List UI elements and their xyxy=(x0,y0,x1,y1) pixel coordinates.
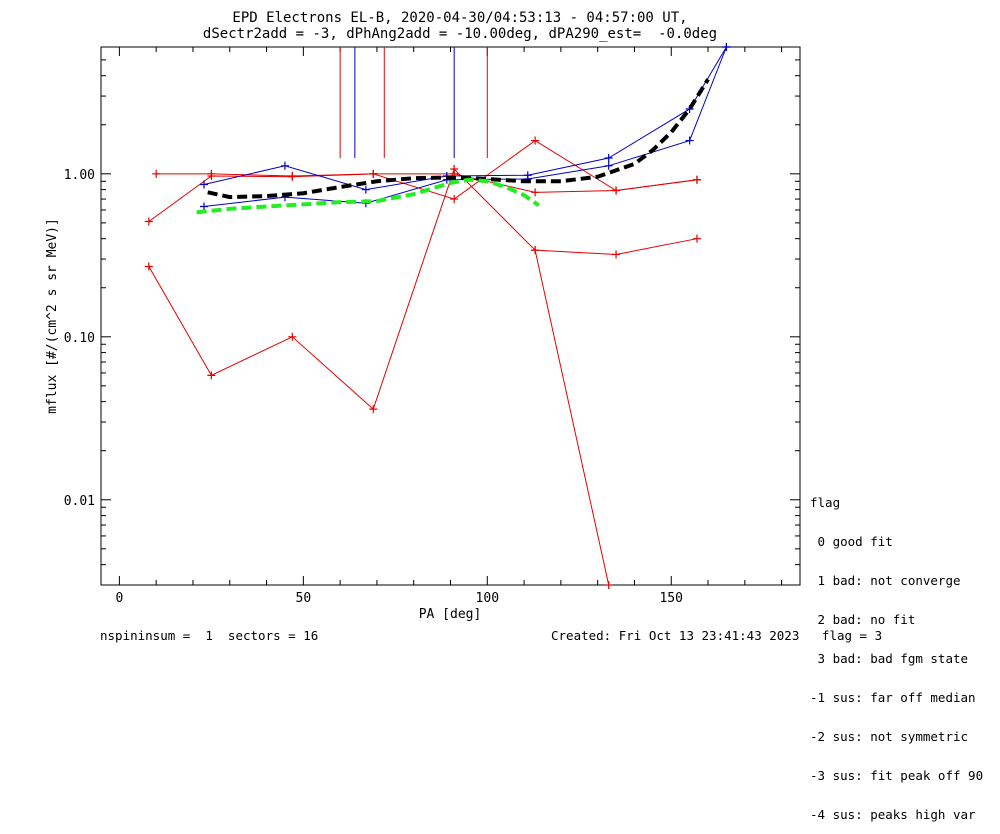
y-tick-label: 1.00 xyxy=(64,168,95,183)
x-tick-label: 150 xyxy=(659,591,682,606)
data-point xyxy=(144,217,153,226)
series-line xyxy=(156,173,698,193)
data-point xyxy=(369,169,378,178)
data-point xyxy=(450,195,459,204)
series-line xyxy=(203,46,727,208)
data-point xyxy=(200,180,209,189)
data-point xyxy=(288,171,297,180)
axes: 0 50 100 150 0.01 0.10 1.00 xyxy=(64,46,801,606)
series-line xyxy=(207,78,710,200)
y-tick-label: 0.01 xyxy=(64,494,95,509)
legend-title: flag xyxy=(810,495,841,510)
data-point xyxy=(685,136,694,145)
data-point xyxy=(200,202,209,211)
legend-entry: 0 good fit xyxy=(810,534,893,549)
series-line xyxy=(196,177,540,215)
x-axis-label: PA [deg] xyxy=(419,607,482,622)
data-point xyxy=(604,154,613,163)
data-point xyxy=(531,136,540,145)
legend-entry: -1 sus: far off median xyxy=(810,690,976,705)
data-point xyxy=(288,332,297,341)
data-point xyxy=(207,169,216,178)
data-layer xyxy=(144,43,731,589)
data-point xyxy=(604,161,613,170)
data-point xyxy=(531,246,540,255)
chart-title-line-1: EPD Electrons EL-B, 2020-04-30/04:53:13 … xyxy=(232,10,688,26)
x-tick-label: 100 xyxy=(476,591,499,606)
legend-entry: 3 bad: bad fgm state xyxy=(810,651,969,666)
data-point xyxy=(450,165,459,174)
footer-created-info: Created: Fri Oct 13 23:41:43 2023 flag =… xyxy=(551,628,883,643)
data-point xyxy=(280,161,289,170)
flag-legend: flag 0 good fit 1 bad: not converge 2 ba… xyxy=(810,470,983,834)
data-point xyxy=(722,43,731,51)
y-tick-label: 0.10 xyxy=(64,331,95,346)
legend-entry: 1 bad: not converge xyxy=(810,573,961,588)
data-point xyxy=(692,234,701,243)
legend-entry: 2 bad: no fit xyxy=(810,612,916,627)
data-point xyxy=(369,405,378,414)
series-line xyxy=(203,46,727,191)
data-point xyxy=(604,581,613,589)
x-tick-label: 0 xyxy=(115,591,123,606)
data-point xyxy=(361,185,370,194)
data-point xyxy=(531,188,540,197)
data-point xyxy=(152,169,161,178)
footer-sectors-info: nspininsum = 1 sectors = 16 xyxy=(100,628,319,643)
series-line xyxy=(148,139,698,222)
legend-entry: -3 sus: fit peak off 90 xyxy=(810,768,984,783)
data-point xyxy=(207,371,216,380)
y-axis-label: mflux [#/(cm^2 s sr MeV)] xyxy=(45,218,60,414)
data-point xyxy=(692,175,701,184)
data-point xyxy=(612,250,621,259)
legend-entry: -2 sus: not symmetric xyxy=(810,729,969,744)
chart-title-line-2: dSectr2add = -3, dPhAng2add = -10.00deg,… xyxy=(202,26,718,42)
series-line xyxy=(148,168,698,410)
legend-entry: -4 sus: peaks high var xyxy=(810,807,976,822)
data-point xyxy=(144,262,153,271)
data-point xyxy=(612,186,621,195)
series-line xyxy=(534,250,610,586)
x-tick-label: 50 xyxy=(296,591,312,606)
pitch-angle-chart: 0 50 100 150 0.01 0.10 1.00 PA [deg] mflux [#/… xyxy=(45,43,801,622)
